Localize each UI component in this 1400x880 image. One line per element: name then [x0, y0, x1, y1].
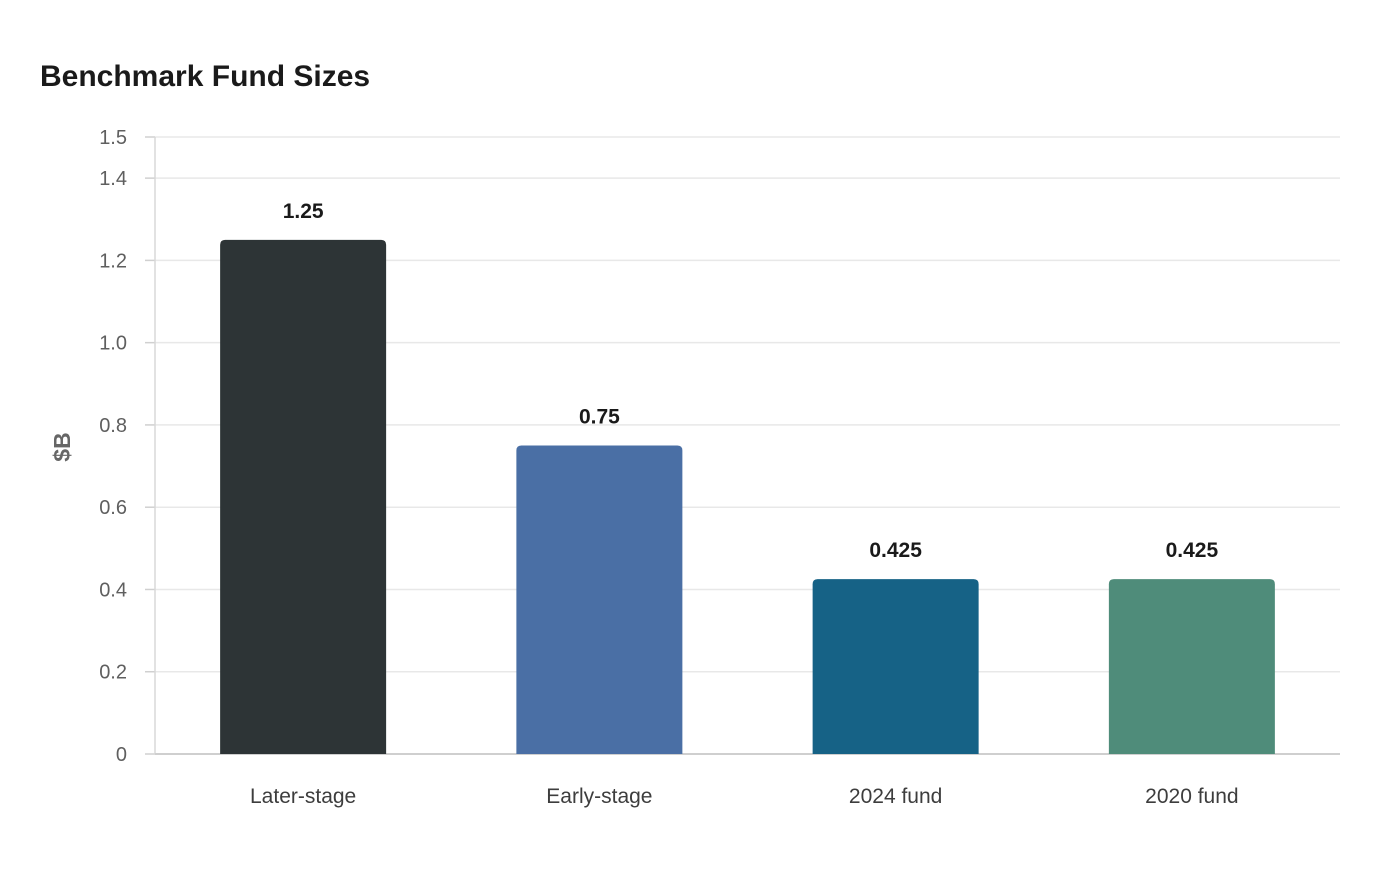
x-category-label: 2020 fund	[1145, 785, 1238, 808]
bar-2020-fund	[1108, 579, 1275, 754]
bar-later-stage	[220, 239, 387, 755]
bar-value-label: 0.425	[869, 539, 922, 562]
y-axis-title: $B	[49, 432, 75, 461]
y-tick-label: 1.0	[99, 333, 127, 355]
y-tick-label: 0	[116, 744, 127, 766]
y-tick-label: 1.5	[99, 127, 127, 149]
y-tick-label: 1.4	[99, 168, 127, 190]
bar-value-label: 0.75	[579, 406, 620, 429]
x-category-label: Early-stage	[546, 785, 652, 808]
bar-value-label: 0.425	[1166, 539, 1219, 562]
chart-title: Benchmark Fund Sizes	[40, 60, 371, 93]
y-tick-label: 1.2	[99, 250, 127, 272]
y-tick-label: 0.2	[99, 662, 127, 684]
y-tick-label: 0.6	[99, 497, 127, 519]
x-category-label: Later-stage	[250, 785, 356, 808]
bar-2024-fund	[812, 579, 979, 754]
y-tick-label: 0.8	[99, 415, 127, 437]
y-tick-label: 0.4	[99, 579, 127, 601]
bar-value-label: 1.25	[283, 200, 324, 223]
x-category-label: 2024 fund	[849, 785, 942, 808]
bar-early-stage	[516, 445, 683, 754]
